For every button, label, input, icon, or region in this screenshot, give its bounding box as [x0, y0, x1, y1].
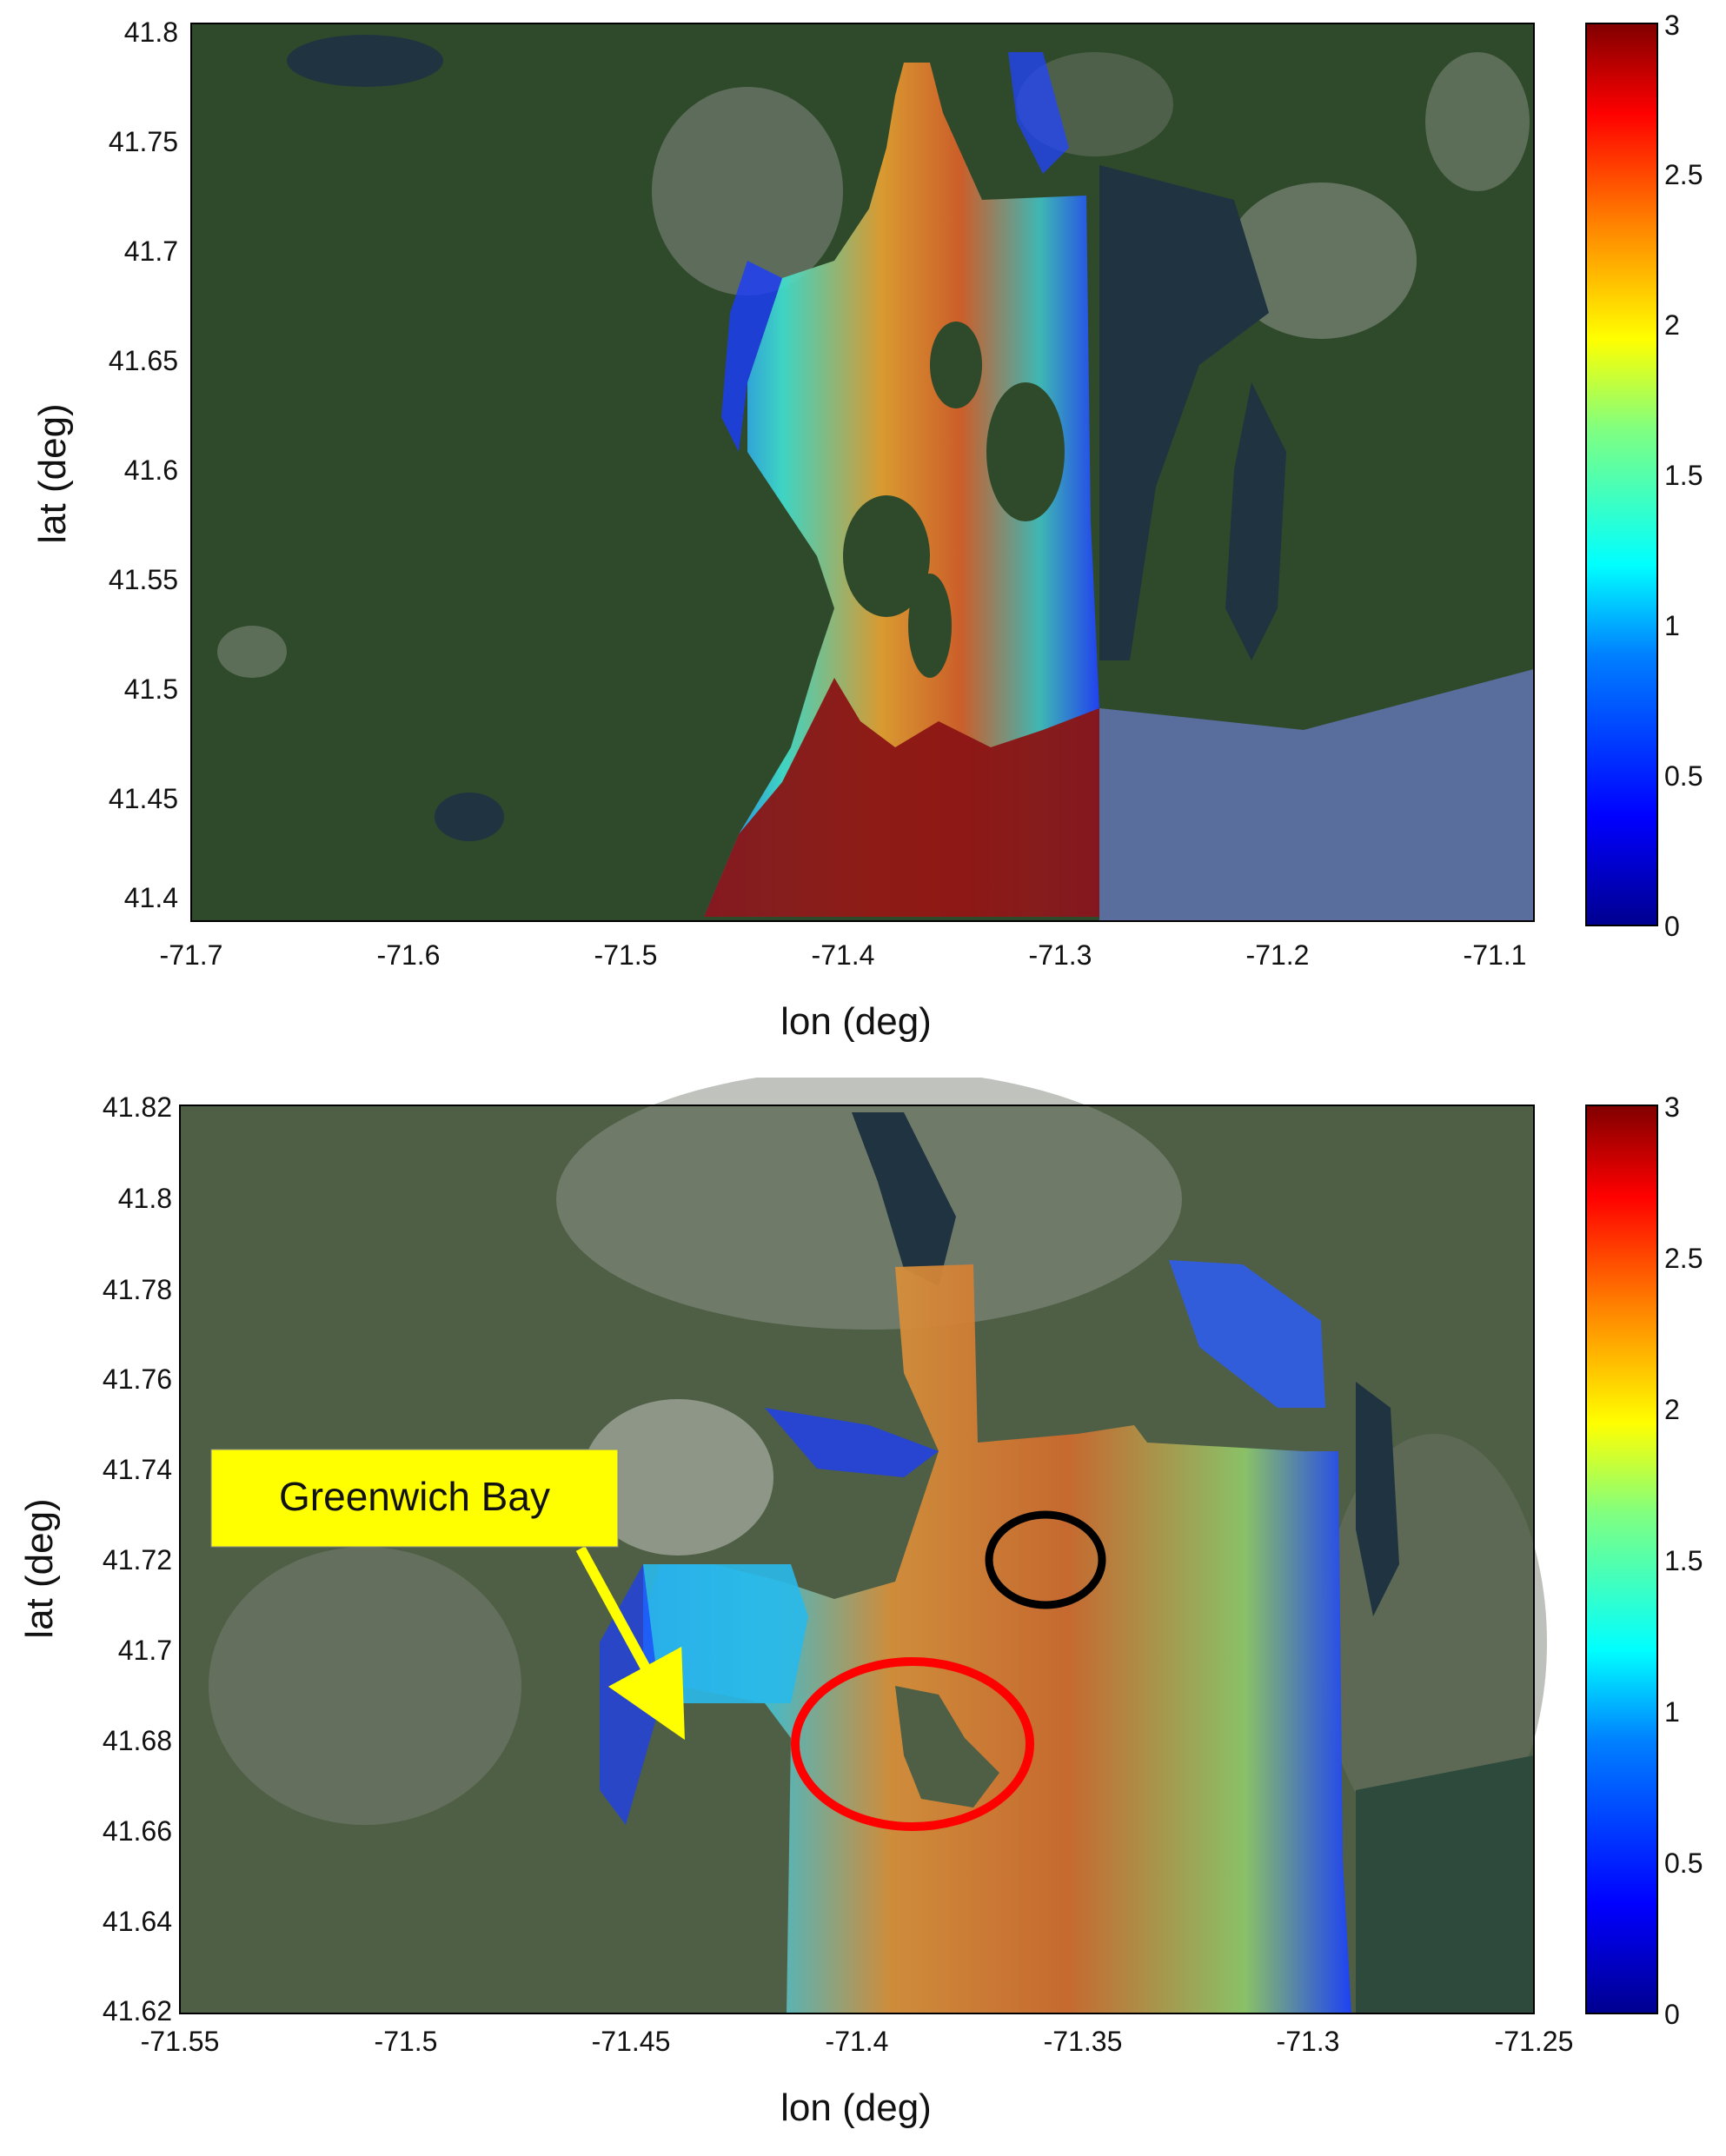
y-tick-label: 41.6	[124, 454, 178, 486]
map-top-axes-frame	[190, 23, 1535, 922]
colorbar-tick-label: 2.5	[1664, 1243, 1703, 1274]
colorbar-tick-label: 2	[1664, 309, 1680, 341]
y-tick-label: 41.5	[124, 673, 178, 705]
callout-box	[210, 1449, 619, 1548]
y-tick-label: 41.8	[118, 1183, 172, 1214]
map-bottom-y-ticks: 41.82 41.8 41.78 41.76 41.74 41.72 41.7 …	[103, 1091, 172, 2027]
x-tick-label: -71.7	[160, 939, 223, 971]
y-tick-label: 41.64	[103, 1906, 172, 1937]
map-bottom-colorbar: 3 2.5 2 1.5 1 0.5 0	[1585, 1091, 1703, 2030]
x-axis-title: lon (deg)	[780, 1000, 932, 1043]
y-tick-label: 41.65	[109, 345, 178, 376]
x-tick-label: -71.3	[1277, 2026, 1340, 2057]
colorbar-tick-label: 1	[1664, 610, 1680, 641]
x-tick-label: -71.45	[592, 2026, 671, 2057]
y-tick-label: 41.78	[103, 1274, 172, 1305]
y-tick-label: 41.4	[124, 882, 178, 913]
map-panel-top: 41.8 41.75 41.7 41.65 41.6 41.55 41.5 41…	[0, 0, 1726, 1065]
y-tick-label: 41.7	[124, 236, 178, 267]
x-tick-label: -71.4	[812, 939, 875, 971]
y-tick-label: 41.7	[118, 1635, 172, 1666]
colorbar-tick-label: 1.5	[1664, 460, 1703, 491]
colorbar-tick-label: 2	[1664, 1394, 1680, 1425]
x-axis-title: lon (deg)	[780, 2086, 932, 2129]
colorbar-tick-label: 0	[1664, 1999, 1680, 2030]
x-tick-label: -71.6	[377, 939, 441, 971]
colorbar-tick-label: 0.5	[1664, 1848, 1703, 1879]
x-tick-label: -71.55	[141, 2026, 220, 2057]
callout-arrow	[575, 1546, 685, 1741]
map-bottom-svg: Greenwich Bay 41.82 41.8 41.78 41.76 41.…	[18, 1078, 1703, 2129]
map-bottom-x-ticks: -71.55 -71.5 -71.45 -71.4 -71.35 -71.3 -…	[141, 2026, 1574, 2057]
x-tick-label: -71.25	[1495, 2026, 1574, 2057]
x-tick-label: -71.35	[1044, 2026, 1123, 2057]
y-tick-label: 41.72	[103, 1544, 172, 1576]
y-tick-label: 41.74	[103, 1454, 172, 1485]
black-circle-marker	[985, 1510, 1106, 1609]
x-tick-label: -71.1	[1464, 939, 1527, 971]
map-top-x-ticks: -71.7 -71.6 -71.5 -71.4 -71.3 -71.2 -71.…	[160, 939, 1527, 971]
x-tick-label: -71.5	[594, 939, 658, 971]
map-top-colorbar: 3 2.5 2 1.5 1 0.5 0	[1585, 10, 1703, 942]
callout-label: Greenwich Bay	[279, 1474, 550, 1519]
map-top-y-ticks: 41.8 41.75 41.7 41.65 41.6 41.55 41.5 41…	[109, 17, 178, 913]
greenwich-bay-callout: Greenwich Bay	[210, 1449, 685, 1741]
colorbar-tick-label: 1.5	[1664, 1545, 1703, 1576]
map-bottom-axes-frame	[179, 1105, 1535, 2014]
x-tick-label: -71.4	[826, 2026, 889, 2057]
y-tick-label: 41.66	[103, 1815, 172, 1847]
colorbar-tick-label: 0.5	[1664, 760, 1703, 792]
map-panel-bottom: Greenwich Bay 41.82 41.8 41.78 41.76 41.…	[0, 1078, 1726, 2156]
y-tick-label: 41.76	[103, 1363, 172, 1395]
x-tick-label: -71.2	[1246, 939, 1310, 971]
y-tick-label: 41.62	[103, 1995, 172, 2027]
map-top-data-overlay	[704, 52, 1099, 917]
colorbar-tick-label: 3	[1664, 10, 1680, 41]
y-axis-title: lat (deg)	[31, 403, 74, 543]
y-axis-title: lat (deg)	[18, 1498, 61, 1638]
colorbar-tick-label: 3	[1664, 1091, 1680, 1123]
x-tick-label: -71.3	[1029, 939, 1092, 971]
y-tick-label: 41.45	[109, 783, 178, 814]
map-top-svg: 41.8 41.75 41.7 41.65 41.6 41.55 41.5 41…	[31, 10, 1703, 1043]
x-tick-label: -71.5	[375, 2026, 438, 2057]
colorbar-tick-label: 0	[1664, 911, 1680, 942]
y-tick-label: 41.8	[124, 17, 178, 48]
colorbar-tick-label: 2.5	[1664, 159, 1703, 190]
y-tick-label: 41.55	[109, 564, 178, 595]
map-bottom-data-overlay	[600, 1260, 1351, 2013]
red-circle-marker	[791, 1657, 1034, 1831]
y-tick-label: 41.68	[103, 1725, 172, 1756]
y-tick-label: 41.75	[109, 126, 178, 157]
y-tick-label: 41.82	[103, 1091, 172, 1123]
colorbar-tick-label: 1	[1664, 1696, 1680, 1728]
